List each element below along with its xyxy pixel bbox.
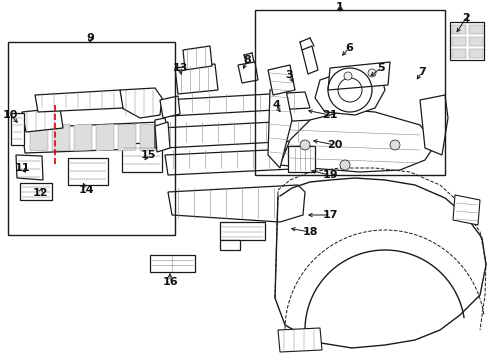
Bar	[468, 25, 482, 34]
Polygon shape	[16, 155, 43, 180]
Polygon shape	[35, 90, 123, 112]
Text: 6: 6	[345, 43, 352, 53]
Polygon shape	[160, 96, 180, 118]
Bar	[254, 10, 444, 175]
Text: 7: 7	[417, 67, 425, 77]
Text: 12: 12	[32, 188, 48, 198]
Polygon shape	[30, 124, 48, 151]
Polygon shape	[118, 124, 136, 151]
Polygon shape	[74, 124, 92, 151]
Text: 16: 16	[162, 277, 178, 287]
Text: 20: 20	[326, 140, 342, 150]
Polygon shape	[160, 120, 315, 148]
Circle shape	[299, 140, 309, 150]
Text: 14: 14	[78, 185, 94, 195]
Polygon shape	[68, 158, 108, 185]
Polygon shape	[155, 122, 170, 152]
Polygon shape	[267, 85, 291, 168]
Polygon shape	[287, 146, 314, 172]
Bar	[468, 37, 482, 46]
Polygon shape	[155, 118, 167, 148]
Text: 15: 15	[140, 150, 155, 160]
Circle shape	[343, 72, 351, 80]
Polygon shape	[220, 240, 240, 250]
Polygon shape	[302, 46, 317, 74]
Polygon shape	[267, 65, 294, 95]
Polygon shape	[20, 183, 52, 200]
Polygon shape	[52, 124, 70, 151]
Polygon shape	[327, 62, 389, 90]
Polygon shape	[140, 124, 158, 151]
Bar	[451, 49, 465, 58]
Polygon shape	[220, 222, 264, 240]
Polygon shape	[452, 195, 479, 225]
Polygon shape	[175, 64, 218, 94]
Text: 2: 2	[461, 13, 469, 23]
Text: 8: 8	[243, 55, 250, 65]
Polygon shape	[419, 95, 447, 155]
Polygon shape	[314, 68, 384, 115]
Polygon shape	[164, 148, 312, 175]
Polygon shape	[183, 46, 212, 70]
Text: 3: 3	[285, 70, 292, 80]
Polygon shape	[278, 328, 321, 352]
Text: 13: 13	[172, 63, 187, 73]
Bar	[8, 42, 175, 235]
Polygon shape	[120, 88, 162, 118]
Text: 17: 17	[322, 210, 337, 220]
Polygon shape	[168, 185, 305, 222]
Text: 21: 21	[322, 110, 337, 120]
Circle shape	[389, 140, 399, 150]
Polygon shape	[238, 62, 258, 83]
Bar	[468, 49, 482, 58]
Polygon shape	[449, 22, 483, 60]
Polygon shape	[150, 255, 195, 272]
Circle shape	[367, 69, 375, 77]
Polygon shape	[280, 110, 434, 172]
Text: 11: 11	[14, 163, 30, 173]
Polygon shape	[22, 108, 63, 132]
Polygon shape	[22, 122, 163, 153]
Polygon shape	[96, 124, 114, 151]
Polygon shape	[11, 113, 24, 145]
Text: 5: 5	[376, 63, 384, 73]
Bar	[451, 25, 465, 34]
Text: 9: 9	[86, 33, 94, 43]
Text: 4: 4	[271, 100, 279, 110]
Text: 1: 1	[335, 2, 343, 12]
Circle shape	[339, 160, 349, 170]
Text: 10: 10	[2, 110, 18, 120]
Polygon shape	[122, 143, 162, 172]
Text: 19: 19	[322, 170, 337, 180]
Polygon shape	[164, 92, 309, 116]
Text: 18: 18	[302, 227, 317, 237]
Bar	[451, 37, 465, 46]
